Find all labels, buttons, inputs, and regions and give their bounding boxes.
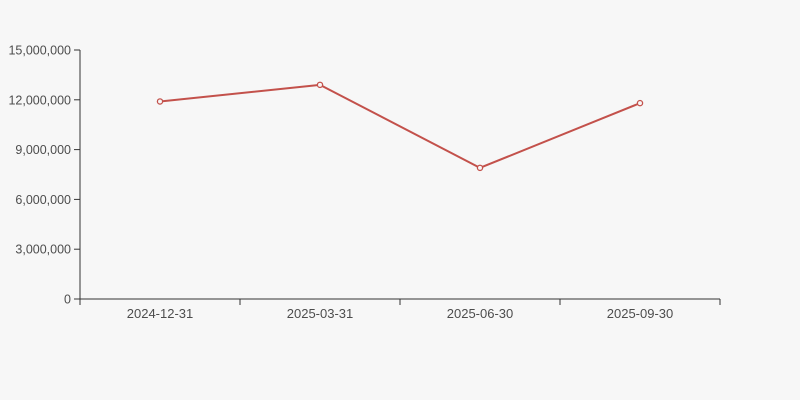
y-axis-tick-label: 0 (64, 293, 71, 307)
y-axis-tick-label: 12,000,000 (8, 93, 71, 107)
y-axis-tick-label: 15,000,000 (8, 44, 71, 58)
y-axis-tick-label: 6,000,000 (15, 193, 71, 207)
data-point-marker[interactable] (476, 164, 484, 172)
x-axis-tick-label: 2025-09-30 (607, 306, 674, 321)
x-axis-tick-label: 2025-03-31 (287, 306, 354, 321)
x-axis-tick-label: 2024-12-31 (127, 306, 194, 321)
y-axis-tick-label: 3,000,000 (15, 243, 71, 257)
data-point-marker[interactable] (316, 81, 324, 89)
y-axis-tick-label: 9,000,000 (15, 143, 71, 157)
data-point-marker[interactable] (636, 99, 644, 107)
series-line (159, 83, 641, 169)
data-point-marker[interactable] (156, 98, 164, 105)
x-axis-tick-label: 2025-06-30 (447, 306, 514, 321)
